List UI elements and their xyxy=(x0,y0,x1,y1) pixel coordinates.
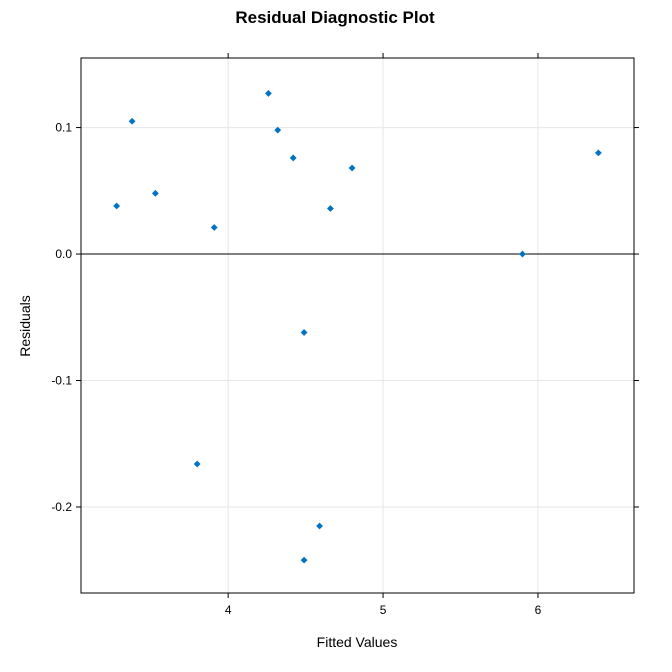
data-point xyxy=(300,556,308,564)
data-points xyxy=(113,90,602,564)
data-point xyxy=(348,164,356,172)
y-tick-label: -0.2 xyxy=(51,500,72,514)
x-tick-label: 4 xyxy=(225,603,232,617)
data-point xyxy=(193,460,201,468)
y-tick-label: 0.1 xyxy=(55,121,72,135)
data-point xyxy=(316,522,323,530)
y-axis-label: Residuals xyxy=(17,295,33,356)
data-point xyxy=(113,202,121,210)
x-tick-label: 6 xyxy=(535,603,542,617)
grid-lines xyxy=(81,58,634,593)
data-point xyxy=(274,126,282,134)
data-point xyxy=(519,250,526,258)
data-point xyxy=(594,149,602,157)
x-axis-label: Fitted Values xyxy=(317,634,398,650)
y-tick-label: -0.1 xyxy=(51,374,72,388)
x-tick-label: 5 xyxy=(380,603,387,617)
axis-ticks: 4 5 6 -0.2 -0.1 0.0 0.1 xyxy=(51,53,639,617)
data-point xyxy=(326,205,334,212)
data-point xyxy=(265,90,272,97)
data-point xyxy=(151,189,159,197)
data-point xyxy=(128,117,136,125)
y-tick-label: 0.0 xyxy=(55,247,72,261)
plot-frame xyxy=(80,57,635,594)
data-point xyxy=(289,154,297,162)
data-point xyxy=(300,329,308,336)
chart-title: Residual Diagnostic Plot xyxy=(235,8,435,27)
data-point xyxy=(210,224,218,231)
